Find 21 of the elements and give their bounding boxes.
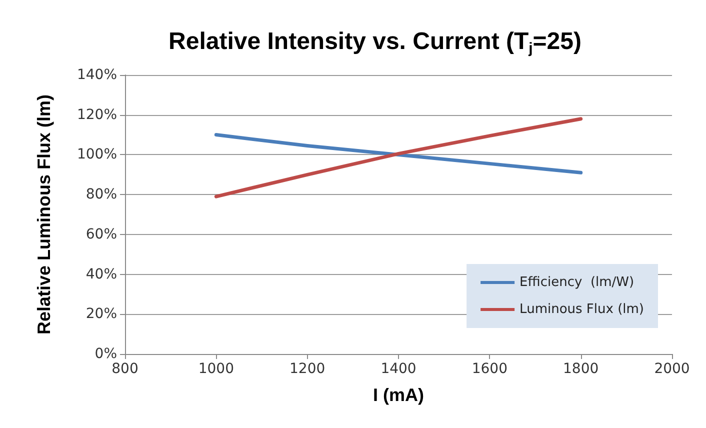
line-series [214,117,583,198]
x-tick-label: 1800 [563,361,599,377]
x-tick-label: 1400 [380,361,416,377]
line-series [214,133,583,174]
legend-label: Luminous Flux (lm) [520,302,644,317]
y-tick-label: 100% [76,146,117,163]
y-tick-label: 0% [94,346,117,362]
y-tick-label: 120% [76,106,117,123]
y-tick-label: 80% [86,186,117,203]
x-tick-label: 2000 [654,361,690,377]
x-tick-label: 800 [112,361,138,377]
y-tick-label: 60% [86,226,117,242]
y-tick-label: 140% [76,67,117,83]
y-axis-title: Relative Luminous Flux (lm) [34,94,54,335]
x-tick-label: 1000 [198,361,234,377]
x-tick-label: 1200 [290,361,326,377]
y-tick-label: 40% [86,266,117,282]
x-tick-label: 1600 [472,361,508,377]
legend-label: Efficiency (lm/W) [520,275,634,290]
y-tick-label: 20% [86,306,117,322]
x-axis-title: I (mA) [373,385,424,405]
